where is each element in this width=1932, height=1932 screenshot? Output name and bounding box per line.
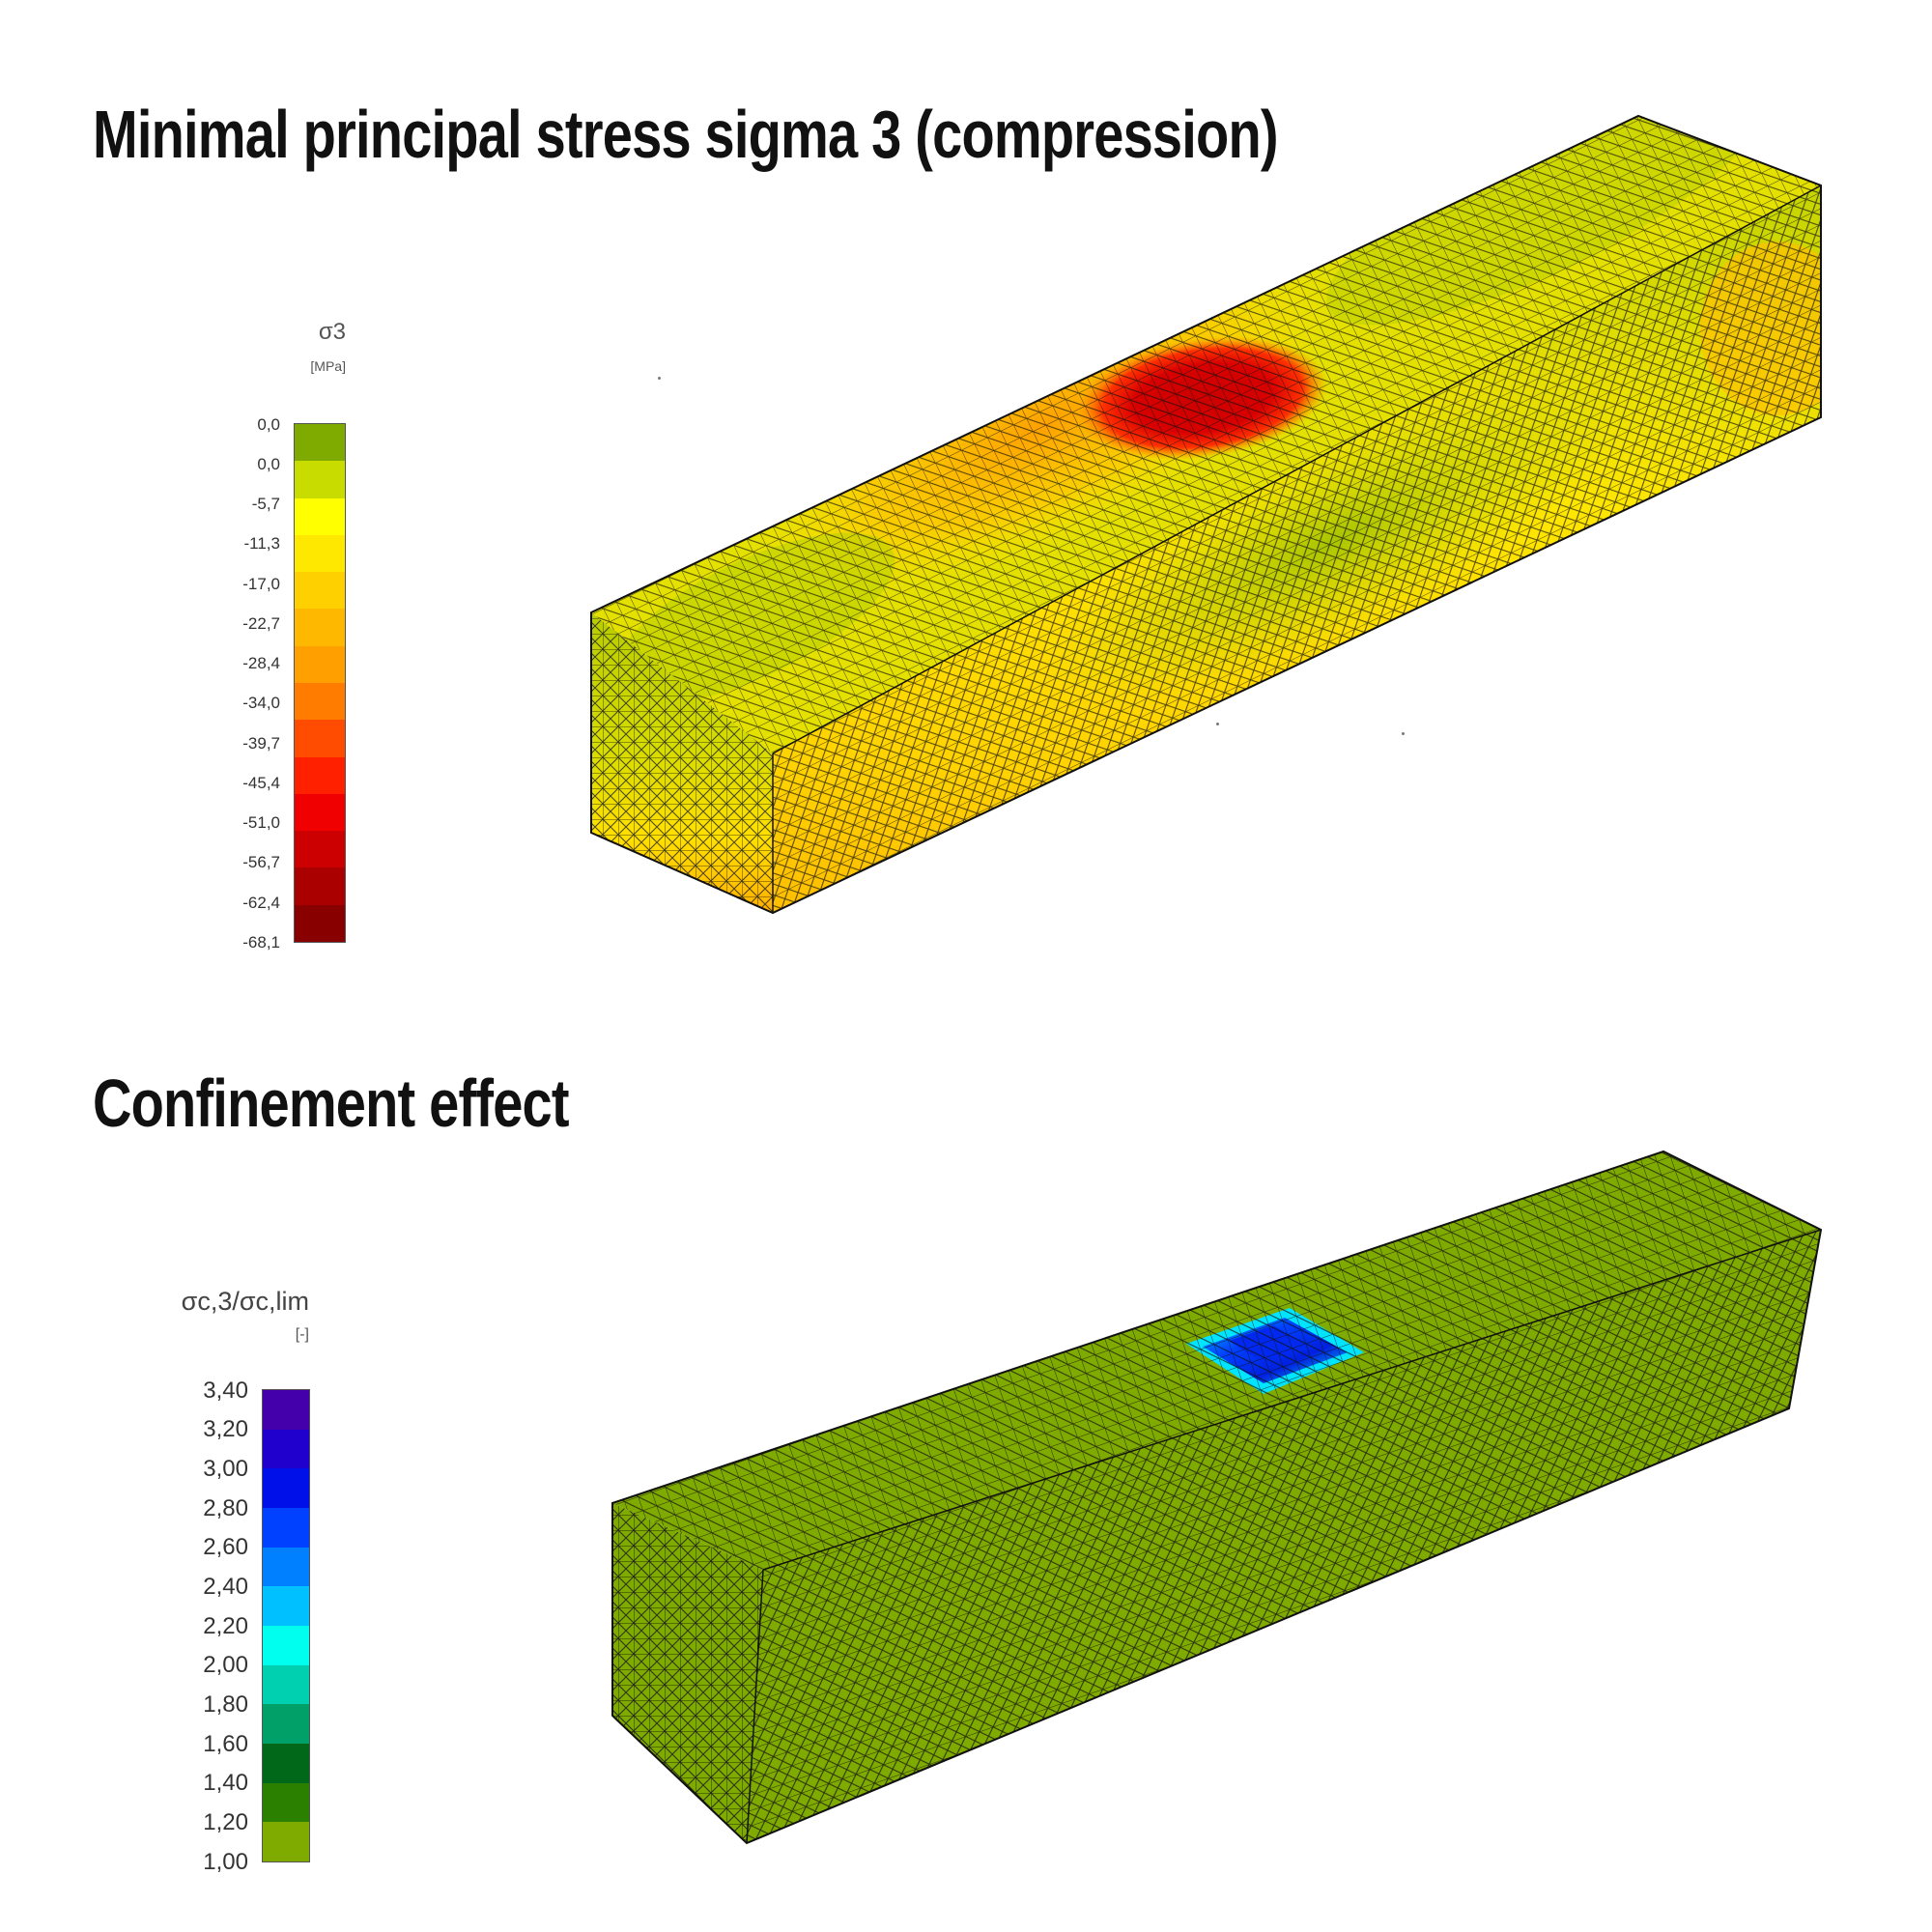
legend-color-band (295, 867, 345, 906)
legend-tick-label: 1,40 (203, 1770, 248, 1797)
legend-confinement-unit: [-] (295, 1326, 309, 1343)
legend-color-band (295, 497, 345, 536)
legend-tick-label: -34,0 (242, 694, 280, 713)
legend-tick-label: -45,4 (242, 773, 280, 792)
legend-tick-label: 0,0 (257, 455, 280, 474)
legend-tick-label: 3,40 (203, 1377, 248, 1404)
legend-tick-label: 2,00 (203, 1652, 248, 1679)
legend-color-band (263, 1547, 309, 1587)
legend-color-band (263, 1822, 309, 1861)
legend-tick-label: -39,7 (242, 733, 280, 753)
legend-tick-label: -11,3 (243, 534, 281, 554)
legend-tick-label: 1,60 (203, 1730, 248, 1757)
legend-color-band (263, 1429, 309, 1469)
legend-tick-label: -5,7 (251, 495, 280, 514)
legend-tick-label: -17,0 (242, 574, 280, 593)
legend-tick-label: 1,20 (203, 1808, 248, 1835)
legend-tick-label: -62,4 (242, 893, 280, 912)
legend-color-band (295, 645, 345, 684)
legend-color-band (295, 683, 345, 721)
speck-marker (658, 377, 661, 380)
legend-color-band (295, 424, 345, 462)
legend-color-band (263, 1508, 309, 1548)
legend-color-band (295, 720, 345, 758)
legend-color-band (295, 831, 345, 868)
legend-tick-label: 1,80 (203, 1690, 248, 1718)
speck-marker (1402, 732, 1405, 735)
legend-tick-label: 2,40 (203, 1573, 248, 1600)
legend-tick-label: 2,20 (203, 1612, 248, 1639)
legend-color-band (263, 1390, 309, 1431)
legend-tick-label: -68,1 (242, 932, 280, 952)
legend-color-band (295, 793, 345, 832)
legend-tick-label: 3,20 (203, 1416, 248, 1443)
legend-color-band (295, 609, 345, 647)
legend-color-band (263, 1468, 309, 1509)
legend-sigma3-colorbar (294, 423, 346, 943)
legend-color-band (263, 1744, 309, 1784)
legend-color-band (295, 461, 345, 499)
legend-sigma3-symbol: σ3 (318, 319, 346, 345)
legend-tick-label: -22,7 (242, 613, 280, 633)
legend-tick-label: 1,00 (203, 1848, 248, 1875)
legend-color-band (263, 1704, 309, 1745)
legend-color-band (263, 1586, 309, 1627)
legend-tick-label: 2,80 (203, 1494, 248, 1521)
legend-color-band (295, 534, 345, 573)
legend-color-band (263, 1664, 309, 1705)
legend-confinement-symbol: σc,3/σc,lim (181, 1287, 309, 1316)
legend-color-band (295, 756, 345, 795)
legend-sigma3-unit: [MPa] (310, 358, 346, 374)
section-title-confinement: Confinement effect (93, 1065, 570, 1141)
legend-tick-label: -56,7 (242, 853, 280, 872)
legend-color-band (263, 1626, 309, 1666)
legend-color-band (263, 1782, 309, 1823)
legend-tick-label: 0,0 (257, 414, 280, 434)
legend-tick-label: -51,0 (242, 813, 280, 833)
speck-marker (1216, 723, 1219, 725)
section-title-sigma3: Minimal principal stress sigma 3 (compre… (93, 97, 1279, 172)
legend-color-band (295, 904, 345, 942)
legend-tick-label: 3,00 (203, 1455, 248, 1482)
legend-confinement-colorbar (262, 1389, 310, 1862)
legend-tick-label: -28,4 (242, 654, 280, 673)
legend-tick-label: 2,60 (203, 1534, 248, 1561)
legend-color-band (295, 572, 345, 610)
